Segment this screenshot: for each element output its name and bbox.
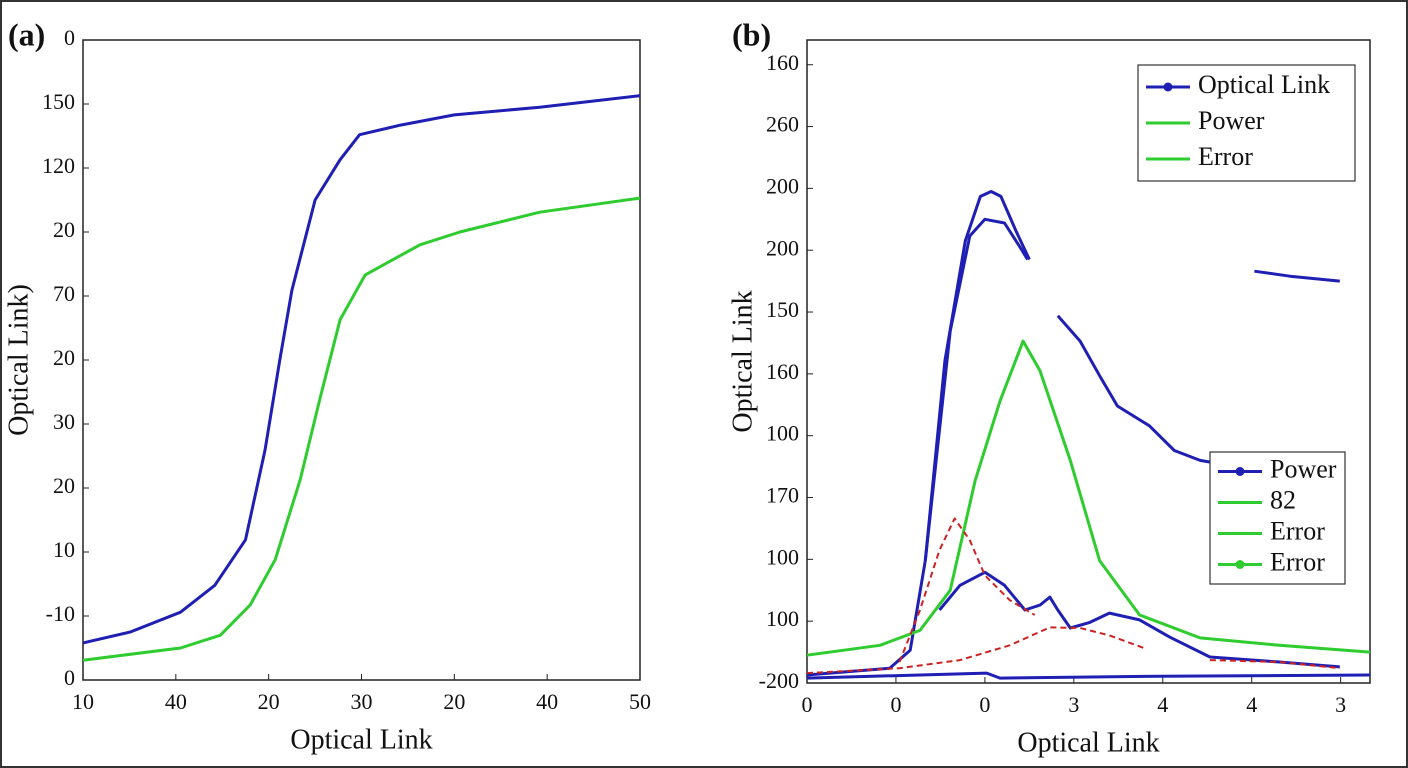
legend-label: Power — [1198, 106, 1265, 135]
line-series — [806, 339, 1371, 657]
y-axis-label: Optical Link — [727, 290, 758, 432]
y-tick-label: 100 — [766, 606, 799, 631]
y-tick-label: 170 — [766, 483, 799, 508]
y-axis-label: Optical Link) — [3, 284, 34, 436]
x-tick-label: 4 — [1246, 692, 1257, 717]
legend-marker — [1235, 467, 1245, 476]
line-series — [938, 570, 1340, 669]
x-tick-label: 0 — [802, 692, 813, 717]
x-tick-label: 3 — [1068, 692, 1079, 717]
y-tick-label: 20 — [53, 345, 75, 370]
legend-marker — [1163, 82, 1173, 92]
legend-label: Error — [1270, 547, 1325, 576]
x-tick-label: 20 — [443, 689, 465, 714]
legend-label: Error — [1270, 516, 1325, 545]
x-tick-label: 10 — [72, 689, 94, 714]
y-tick-label: 160 — [766, 359, 799, 384]
line-series — [82, 94, 641, 645]
x-tick-label: 3 — [1335, 692, 1346, 717]
y-tick-label: 0 — [64, 665, 75, 690]
y-tick-label: 20 — [53, 217, 75, 242]
x-tick-label: 4 — [1157, 692, 1168, 717]
legend-label: Power — [1270, 454, 1337, 483]
y-tick-label: 70 — [53, 281, 75, 306]
legend-label: Error — [1198, 142, 1253, 171]
x-tick-label: 40 — [536, 689, 558, 714]
line-series — [1209, 659, 1340, 670]
line-series — [806, 626, 1146, 675]
x-tick-label: 40 — [165, 689, 187, 714]
y-tick-label: 0 — [64, 25, 75, 50]
y-tick-label: 10 — [53, 537, 75, 562]
panel-label: (a) — [8, 16, 45, 52]
y-tick-label: 200 — [766, 235, 799, 260]
y-tick-label: 100 — [766, 544, 799, 569]
y-tick-label: 200 — [766, 173, 799, 198]
y-tick-label: -200 — [759, 668, 799, 693]
x-tick-label: 0 — [979, 692, 990, 717]
x-tick-label: 20 — [258, 689, 280, 714]
y-tick-label: 120 — [42, 153, 75, 178]
x-tick-label: 50 — [629, 689, 651, 714]
line-series — [82, 196, 641, 662]
y-tick-label: -10 — [46, 601, 75, 626]
legend-label: Optical Link — [1198, 70, 1330, 99]
y-tick-label: 160 — [766, 50, 799, 75]
legend-label: 82 — [1270, 485, 1296, 514]
plot-frame — [806, 39, 1371, 684]
x-tick-label: 0 — [890, 692, 901, 717]
line-series — [806, 671, 1371, 680]
y-tick-label: 150 — [766, 297, 799, 322]
line-series — [923, 217, 1029, 561]
y-tick-label: 100 — [766, 421, 799, 446]
x-axis-label: Optical Link — [1017, 727, 1159, 758]
legend-box — [1137, 64, 1356, 182]
x-axis-label: Optical Link — [290, 724, 432, 755]
y-tick-label: 20 — [53, 473, 75, 498]
legend-marker — [1235, 560, 1245, 569]
panel-label: (b) — [732, 16, 771, 52]
y-tick-label: 30 — [53, 409, 75, 434]
y-tick-label: 150 — [42, 89, 75, 114]
y-tick-label: 260 — [766, 112, 799, 137]
line-series — [1056, 269, 1340, 467]
plot-frame — [82, 39, 641, 681]
legend-box — [1209, 451, 1346, 585]
line-series — [806, 190, 1031, 677]
x-tick-label: 30 — [351, 689, 373, 714]
